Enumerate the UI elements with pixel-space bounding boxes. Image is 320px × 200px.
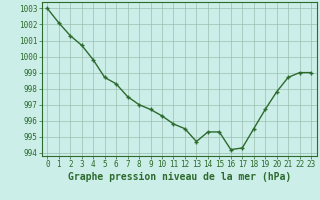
X-axis label: Graphe pression niveau de la mer (hPa): Graphe pression niveau de la mer (hPa) xyxy=(68,172,291,182)
